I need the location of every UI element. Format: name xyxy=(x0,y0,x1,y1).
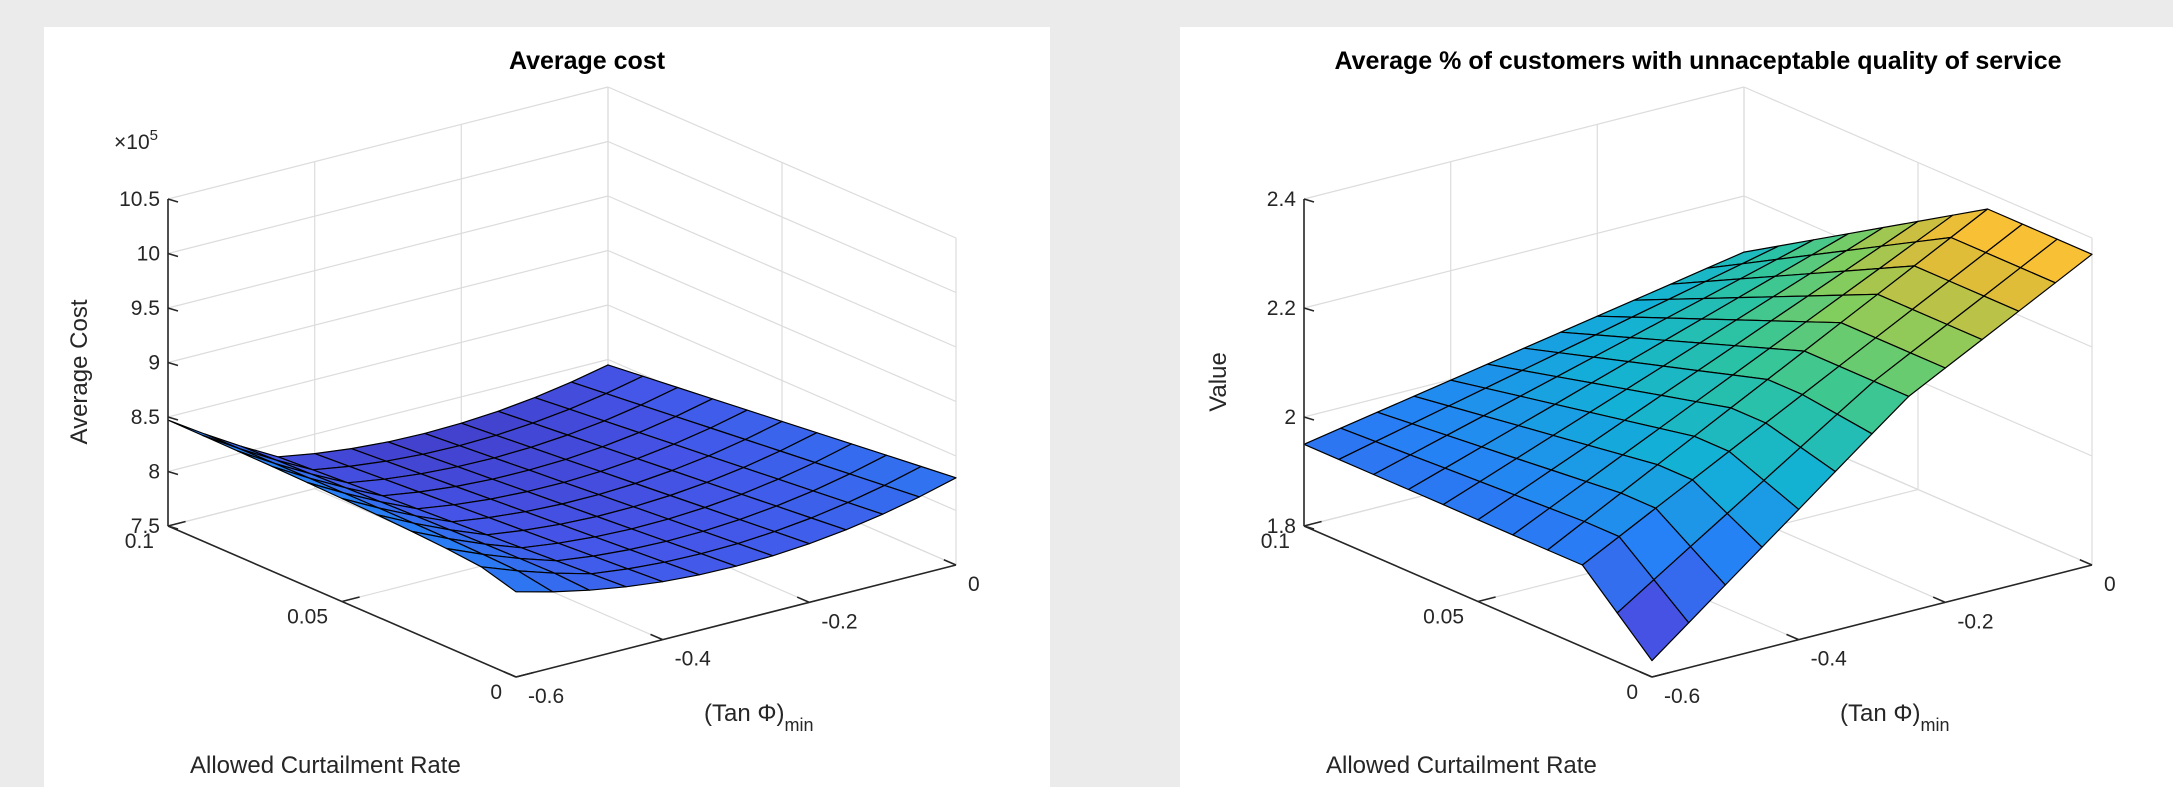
z-tick-mark xyxy=(167,416,179,421)
z-tick-mark xyxy=(1303,416,1315,421)
z-tick-label: 10 xyxy=(137,243,160,266)
y-tick-label: 0.05 xyxy=(287,606,328,629)
x-tick-label: -0.6 xyxy=(1664,685,1700,708)
average-cost-surface-chart: Average cost -0.6 -0.4 -0.2 0 0 0.05 0.17.5 8 8.… xyxy=(66,47,980,774)
y-tick-mark xyxy=(515,671,534,678)
y-tick-mark xyxy=(341,596,360,603)
grid-line xyxy=(607,140,957,294)
z-tick-label: 8 xyxy=(148,461,160,484)
z-tick-label: 2.2 xyxy=(1267,297,1296,320)
grid-line xyxy=(1743,86,2093,239)
z-tick-label: 8.5 xyxy=(131,406,160,429)
grid-line xyxy=(607,86,957,239)
y-axis-label: Allowed Curtailment Rate xyxy=(190,752,461,774)
grid-line xyxy=(167,249,609,364)
z-tick-mark xyxy=(167,525,179,530)
y-tick-mark xyxy=(1477,596,1496,603)
z-tick-label: 7.5 xyxy=(131,515,160,538)
surface-face xyxy=(480,566,554,593)
z-tick-mark xyxy=(1303,198,1315,203)
x-tick-label: 0 xyxy=(2104,573,2116,596)
z-tick-label: 2 xyxy=(1284,406,1296,429)
z-tick-mark xyxy=(167,361,179,367)
chart-panel-unacceptable-qos: Average % of customers with unnaceptable… xyxy=(1180,27,2173,787)
grid-line xyxy=(1303,195,1745,309)
y-tick-label: 0 xyxy=(1626,681,1638,704)
x-tick-label: -0.2 xyxy=(821,610,857,633)
x-tick-label: 0 xyxy=(968,573,980,596)
z-axis-label: Average Cost xyxy=(66,299,93,444)
x-axis-line xyxy=(515,564,957,678)
y-tick-mark xyxy=(1651,671,1670,678)
y-tick-mark xyxy=(1303,520,1322,527)
surface xyxy=(167,364,957,593)
x-tick-mark xyxy=(650,633,663,641)
z-tick-mark xyxy=(167,307,179,312)
surface-face xyxy=(1616,579,1690,662)
y-tick-label: 0.1 xyxy=(125,530,154,553)
z-tick-label: 1.8 xyxy=(1267,515,1296,538)
x-axis-label: (Tan Φ)min xyxy=(704,700,814,735)
grid-line xyxy=(167,195,609,309)
unacceptable-qos-surface-chart: Average % of customers with unnaceptable… xyxy=(1205,47,2116,774)
z-tick-label: 2.4 xyxy=(1267,188,1297,211)
x-tick-label: -0.2 xyxy=(1957,610,1993,633)
z-tick-label: 9.5 xyxy=(131,297,160,320)
axes: -0.6 -0.4 -0.2 0 0 0.05 0.11.8 2 2.2 2.4 xyxy=(1261,188,2116,708)
x-tick-mark xyxy=(2079,558,2093,566)
grid-line xyxy=(167,304,609,418)
z-tick-mark xyxy=(167,252,179,258)
z-tick-mark xyxy=(167,470,179,476)
grid-line xyxy=(167,140,609,255)
x-tick-mark xyxy=(1932,596,1946,604)
z-exponent-label: ×105 xyxy=(114,127,158,154)
y-tick-label: 0.05 xyxy=(1423,606,1464,629)
z-axis-label: Value xyxy=(1205,352,1232,412)
grid-line xyxy=(1303,86,1745,200)
z-tick-label: 10.5 xyxy=(119,188,160,211)
x-tick-mark xyxy=(796,596,810,604)
chart-panel-average-cost: Average cost -0.6 -0.4 -0.2 0 0 0.05 0.1 7.5 8 8.… xyxy=(44,27,1050,787)
grid-line xyxy=(607,249,957,403)
axes: -0.6 -0.4 -0.2 0 0 0.05 0.17.5 8 8.5 9 9.5 10 10.5 xyxy=(119,188,980,708)
z-tick-label: 9 xyxy=(148,352,160,375)
z-tick-mark xyxy=(1303,525,1315,530)
x-axis-label: (Tan Φ)min xyxy=(1840,700,1950,735)
x-tick-label: -0.4 xyxy=(675,648,712,671)
x-tick-mark xyxy=(943,558,957,566)
y-tick-label: 0.1 xyxy=(1261,530,1290,553)
x-axis-line xyxy=(1651,564,2093,678)
x-tick-label: -0.6 xyxy=(528,685,564,708)
x-tick-mark xyxy=(1786,633,1799,641)
grid-line xyxy=(167,86,609,200)
z-tick-mark xyxy=(1303,307,1315,312)
surface xyxy=(1303,208,2093,662)
x-tick-label: -0.4 xyxy=(1811,648,1848,671)
x-tick-mark xyxy=(503,670,517,678)
x-tick-mark xyxy=(1639,670,1653,678)
y-tick-mark xyxy=(167,520,186,527)
z-tick-mark xyxy=(167,198,179,203)
chart-title: Average % of customers with unnaceptable… xyxy=(1334,47,2061,75)
grid-line xyxy=(607,304,957,457)
grid-line xyxy=(607,195,957,348)
y-tick-label: 0 xyxy=(490,681,502,704)
chart-title: Average cost xyxy=(509,47,666,75)
y-axis-label: Allowed Curtailment Rate xyxy=(1326,752,1597,774)
